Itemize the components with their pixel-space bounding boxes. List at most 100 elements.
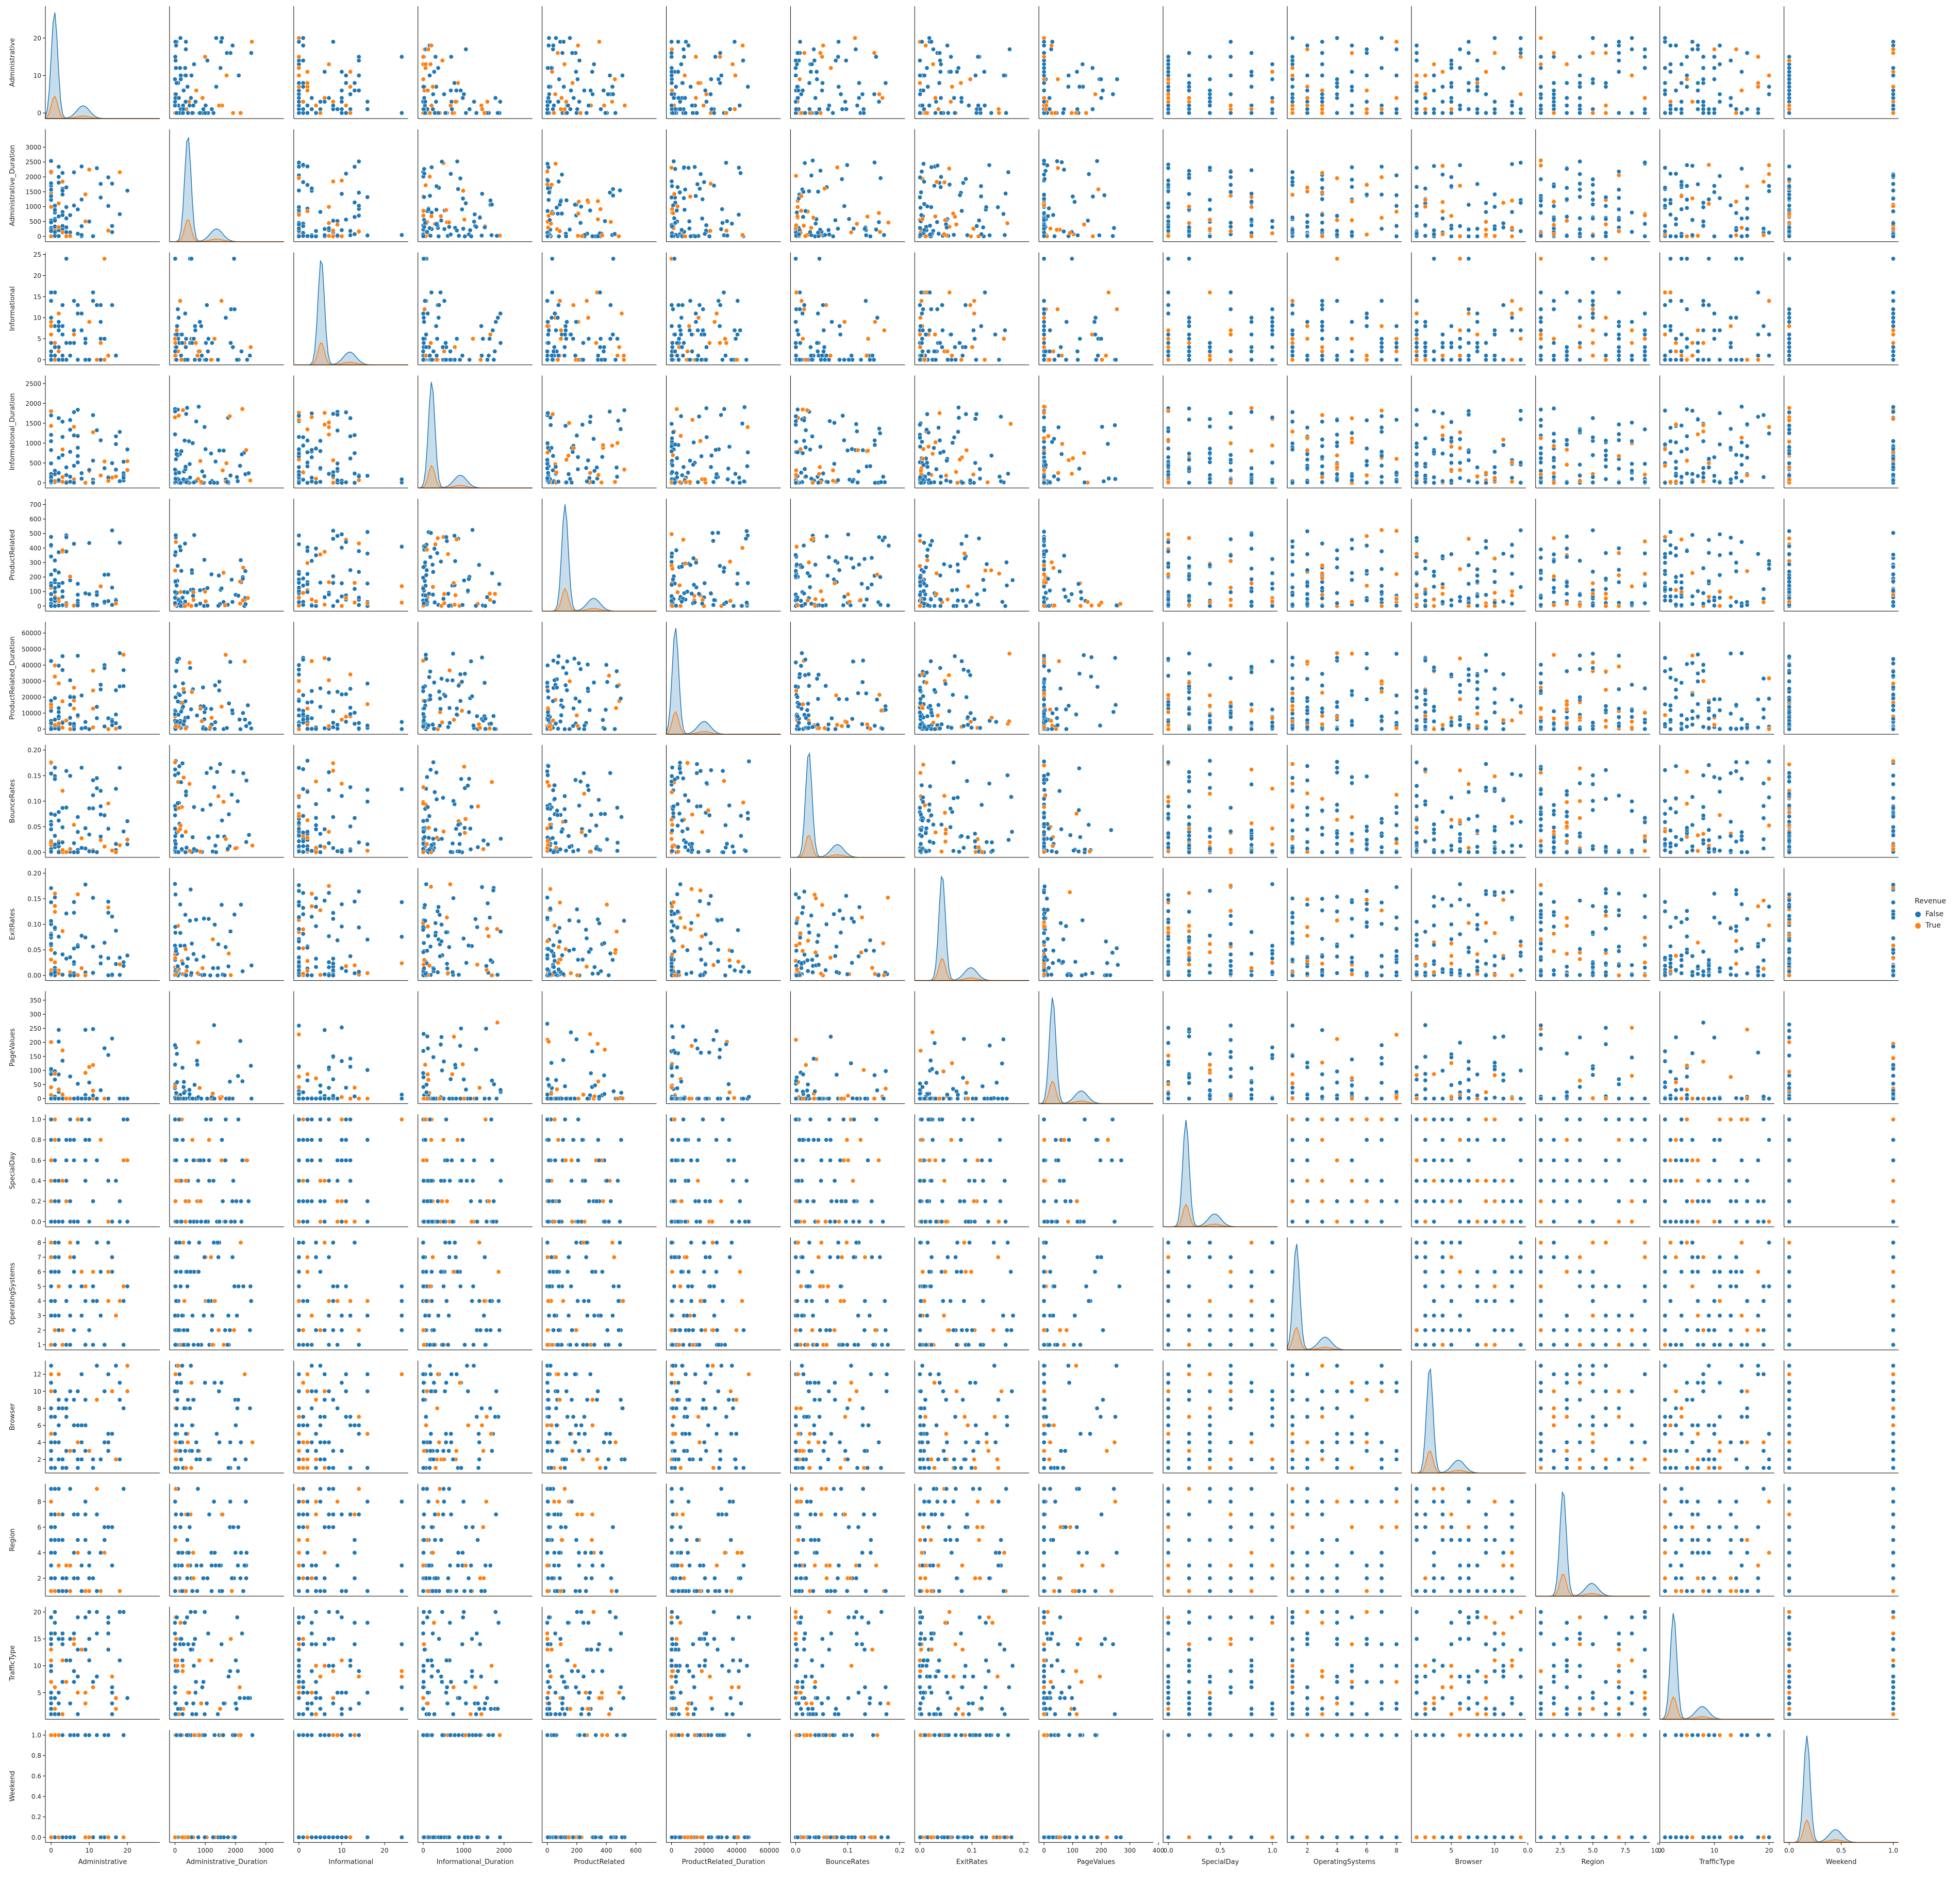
point xyxy=(1457,47,1463,52)
point xyxy=(671,95,676,101)
point xyxy=(203,447,208,452)
point xyxy=(576,357,581,362)
point xyxy=(1290,303,1295,308)
point xyxy=(678,62,684,67)
point xyxy=(1414,311,1419,316)
point xyxy=(1564,62,1569,67)
point xyxy=(855,448,860,453)
panel-Informational-vs-SpecialDay xyxy=(1162,252,1278,366)
point xyxy=(443,207,449,212)
point xyxy=(613,110,618,115)
point xyxy=(814,110,819,115)
point xyxy=(235,357,240,362)
point xyxy=(1538,336,1543,341)
point xyxy=(976,218,982,223)
point xyxy=(1616,51,1621,56)
point xyxy=(921,161,926,167)
point xyxy=(1679,99,1684,104)
point xyxy=(1364,473,1369,478)
point xyxy=(1110,92,1116,97)
point xyxy=(176,470,181,475)
point xyxy=(564,480,569,485)
point xyxy=(603,110,608,115)
point xyxy=(1349,357,1354,362)
point xyxy=(1290,419,1295,424)
point xyxy=(1501,303,1506,308)
point xyxy=(106,353,111,358)
point xyxy=(1761,233,1766,238)
point xyxy=(1379,453,1384,458)
point xyxy=(1449,444,1454,449)
point xyxy=(1616,422,1621,427)
point xyxy=(1290,36,1295,41)
point xyxy=(1466,328,1471,333)
point xyxy=(1538,315,1543,320)
point xyxy=(545,410,551,416)
point xyxy=(799,470,804,475)
point xyxy=(575,77,580,82)
point xyxy=(973,416,978,421)
point xyxy=(1538,198,1543,203)
point xyxy=(72,424,77,430)
point xyxy=(1755,332,1760,337)
point xyxy=(821,43,826,48)
point xyxy=(735,298,740,303)
point xyxy=(595,199,601,204)
point xyxy=(1577,95,1583,101)
point xyxy=(545,319,551,324)
point xyxy=(318,99,323,104)
point xyxy=(1466,311,1471,316)
point xyxy=(922,73,927,78)
point xyxy=(423,183,428,188)
point xyxy=(1394,209,1399,214)
point xyxy=(1767,230,1772,235)
point xyxy=(1005,221,1010,226)
point xyxy=(956,415,961,420)
point xyxy=(1394,193,1399,198)
point xyxy=(817,107,822,112)
point xyxy=(1484,470,1489,475)
point xyxy=(356,73,361,78)
point xyxy=(1679,298,1684,303)
point xyxy=(712,319,717,324)
point xyxy=(982,103,987,108)
point xyxy=(938,185,943,190)
point xyxy=(793,340,799,345)
point xyxy=(493,95,498,101)
point xyxy=(796,88,801,93)
point xyxy=(1207,103,1212,108)
point xyxy=(173,476,178,482)
point xyxy=(98,319,103,324)
point xyxy=(996,110,1002,115)
point xyxy=(828,65,834,71)
point xyxy=(296,99,302,104)
point xyxy=(679,315,684,320)
point xyxy=(1449,460,1454,466)
point xyxy=(1673,107,1679,112)
point xyxy=(56,323,61,328)
point xyxy=(588,470,593,475)
point xyxy=(56,477,61,483)
point xyxy=(562,353,567,358)
point xyxy=(924,427,929,432)
point xyxy=(479,353,484,358)
point xyxy=(1001,211,1006,217)
point xyxy=(1003,191,1008,196)
point xyxy=(695,181,700,187)
point xyxy=(1364,463,1369,468)
point xyxy=(1739,88,1745,93)
point xyxy=(1423,353,1428,358)
point xyxy=(1041,172,1047,177)
point xyxy=(1187,233,1192,238)
point xyxy=(1414,473,1419,478)
point xyxy=(919,480,924,485)
point xyxy=(197,357,202,362)
point xyxy=(981,225,986,230)
point xyxy=(1891,65,1896,71)
point xyxy=(1166,328,1171,333)
panel-Informational-vs-OperatingSystems xyxy=(1287,252,1402,366)
point xyxy=(1335,465,1340,470)
point xyxy=(427,110,433,115)
point xyxy=(1320,319,1325,324)
panel-Informational_Duration-vs-SpecialDay xyxy=(1162,375,1278,488)
